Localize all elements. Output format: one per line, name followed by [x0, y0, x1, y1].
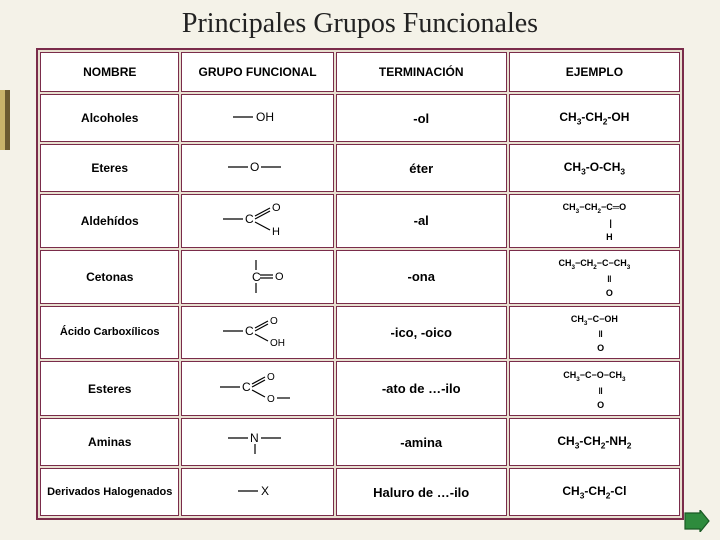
- table-row: Eteres OéterCH3-O-CH3: [40, 144, 680, 192]
- table-row: Aminas N -aminaCH3-CH2-NH2: [40, 418, 680, 466]
- cell-termination: Haluro de …-ilo: [336, 468, 507, 516]
- cell-functional-group: C OO: [181, 361, 333, 416]
- svg-text:X: X: [261, 484, 269, 498]
- table-header-row: NOMBRE GRUPO FUNCIONAL TERMINACIÓN EJEMP…: [40, 52, 680, 92]
- cell-termination: éter: [336, 144, 507, 192]
- svg-text:C: C: [252, 270, 261, 284]
- cell-name: Ácido Carboxílicos: [40, 306, 179, 360]
- cell-functional-group: X: [181, 468, 333, 516]
- cell-termination: -al: [336, 194, 507, 248]
- cell-example: CH3-CH2-Cl: [509, 468, 680, 516]
- svg-text:O: O: [250, 160, 259, 174]
- cell-example: CH3-CH2-NH2: [509, 418, 680, 466]
- cell-example: CH3−C−OH ‖ O: [509, 306, 680, 360]
- header-term: TERMINACIÓN: [336, 52, 507, 92]
- cell-name: Eteres: [40, 144, 179, 192]
- cell-name: Alcoholes: [40, 94, 179, 142]
- header-name: NOMBRE: [40, 52, 179, 92]
- next-slide-button[interactable]: [682, 510, 710, 532]
- svg-text:O: O: [267, 394, 275, 405]
- cell-functional-group: O: [181, 144, 333, 192]
- svg-text:C: C: [245, 324, 254, 338]
- table-row: Esteres C OO -ato de …-iloCH3−C−O−CH3 ‖ O: [40, 361, 680, 416]
- svg-text:OH: OH: [270, 338, 285, 349]
- header-group: GRUPO FUNCIONAL: [181, 52, 333, 92]
- svg-text:O: O: [272, 202, 281, 214]
- functional-groups-table: NOMBRE GRUPO FUNCIONAL TERMINACIÓN EJEMP…: [38, 50, 682, 518]
- cell-name: Aldehídos: [40, 194, 179, 248]
- cell-termination: -ico, -oico: [336, 306, 507, 360]
- cell-functional-group: OH: [181, 94, 333, 142]
- cell-example: CH3−CH2−C═O | H: [509, 194, 680, 248]
- svg-text:O: O: [267, 372, 275, 383]
- svg-text:C: C: [245, 212, 254, 226]
- cell-example: CH3−CH2−C−CH3 ‖ O: [509, 250, 680, 304]
- cell-name: Derivados Halogenados: [40, 468, 179, 516]
- cell-example: CH3−C−O−CH3 ‖ O: [509, 361, 680, 416]
- table-row: Derivados Halogenados X Haluro de …-iloCH3…: [40, 468, 680, 516]
- functional-groups-table-container: NOMBRE GRUPO FUNCIONAL TERMINACIÓN EJEMP…: [36, 48, 684, 520]
- table-row: Alcoholes OH -olCH3-CH2-OH: [40, 94, 680, 142]
- table-row: CetonasCO-onaCH3−CH2−C−CH3 ‖ O: [40, 250, 680, 304]
- header-example: EJEMPLO: [509, 52, 680, 92]
- svg-text:O: O: [275, 271, 284, 283]
- svg-text:N: N: [250, 431, 259, 445]
- cell-functional-group: C OH: [181, 194, 333, 248]
- left-accent-stripe: [0, 90, 10, 150]
- svg-text:H: H: [272, 226, 280, 238]
- cell-termination: -ol: [336, 94, 507, 142]
- svg-text:OH: OH: [256, 110, 274, 124]
- svg-text:O: O: [270, 316, 278, 327]
- table-row: Aldehídos C OH -alCH3−CH2−C═O | H: [40, 194, 680, 248]
- cell-termination: -ato de …-ilo: [336, 361, 507, 416]
- page-title: Principales Grupos Funcionales: [0, 0, 720, 44]
- cell-termination: -ona: [336, 250, 507, 304]
- cell-name: Aminas: [40, 418, 179, 466]
- cell-functional-group: N: [181, 418, 333, 466]
- cell-functional-group: C O OH: [181, 306, 333, 360]
- cell-termination: -amina: [336, 418, 507, 466]
- cell-functional-group: CO: [181, 250, 333, 304]
- svg-text:C: C: [242, 380, 251, 394]
- cell-example: CH3-O-CH3: [509, 144, 680, 192]
- cell-name: Esteres: [40, 361, 179, 416]
- table-row: Ácido Carboxílicos C O OH -ico, -oicoCH3−C−O…: [40, 306, 680, 360]
- cell-name: Cetonas: [40, 250, 179, 304]
- cell-example: CH3-CH2-OH: [509, 94, 680, 142]
